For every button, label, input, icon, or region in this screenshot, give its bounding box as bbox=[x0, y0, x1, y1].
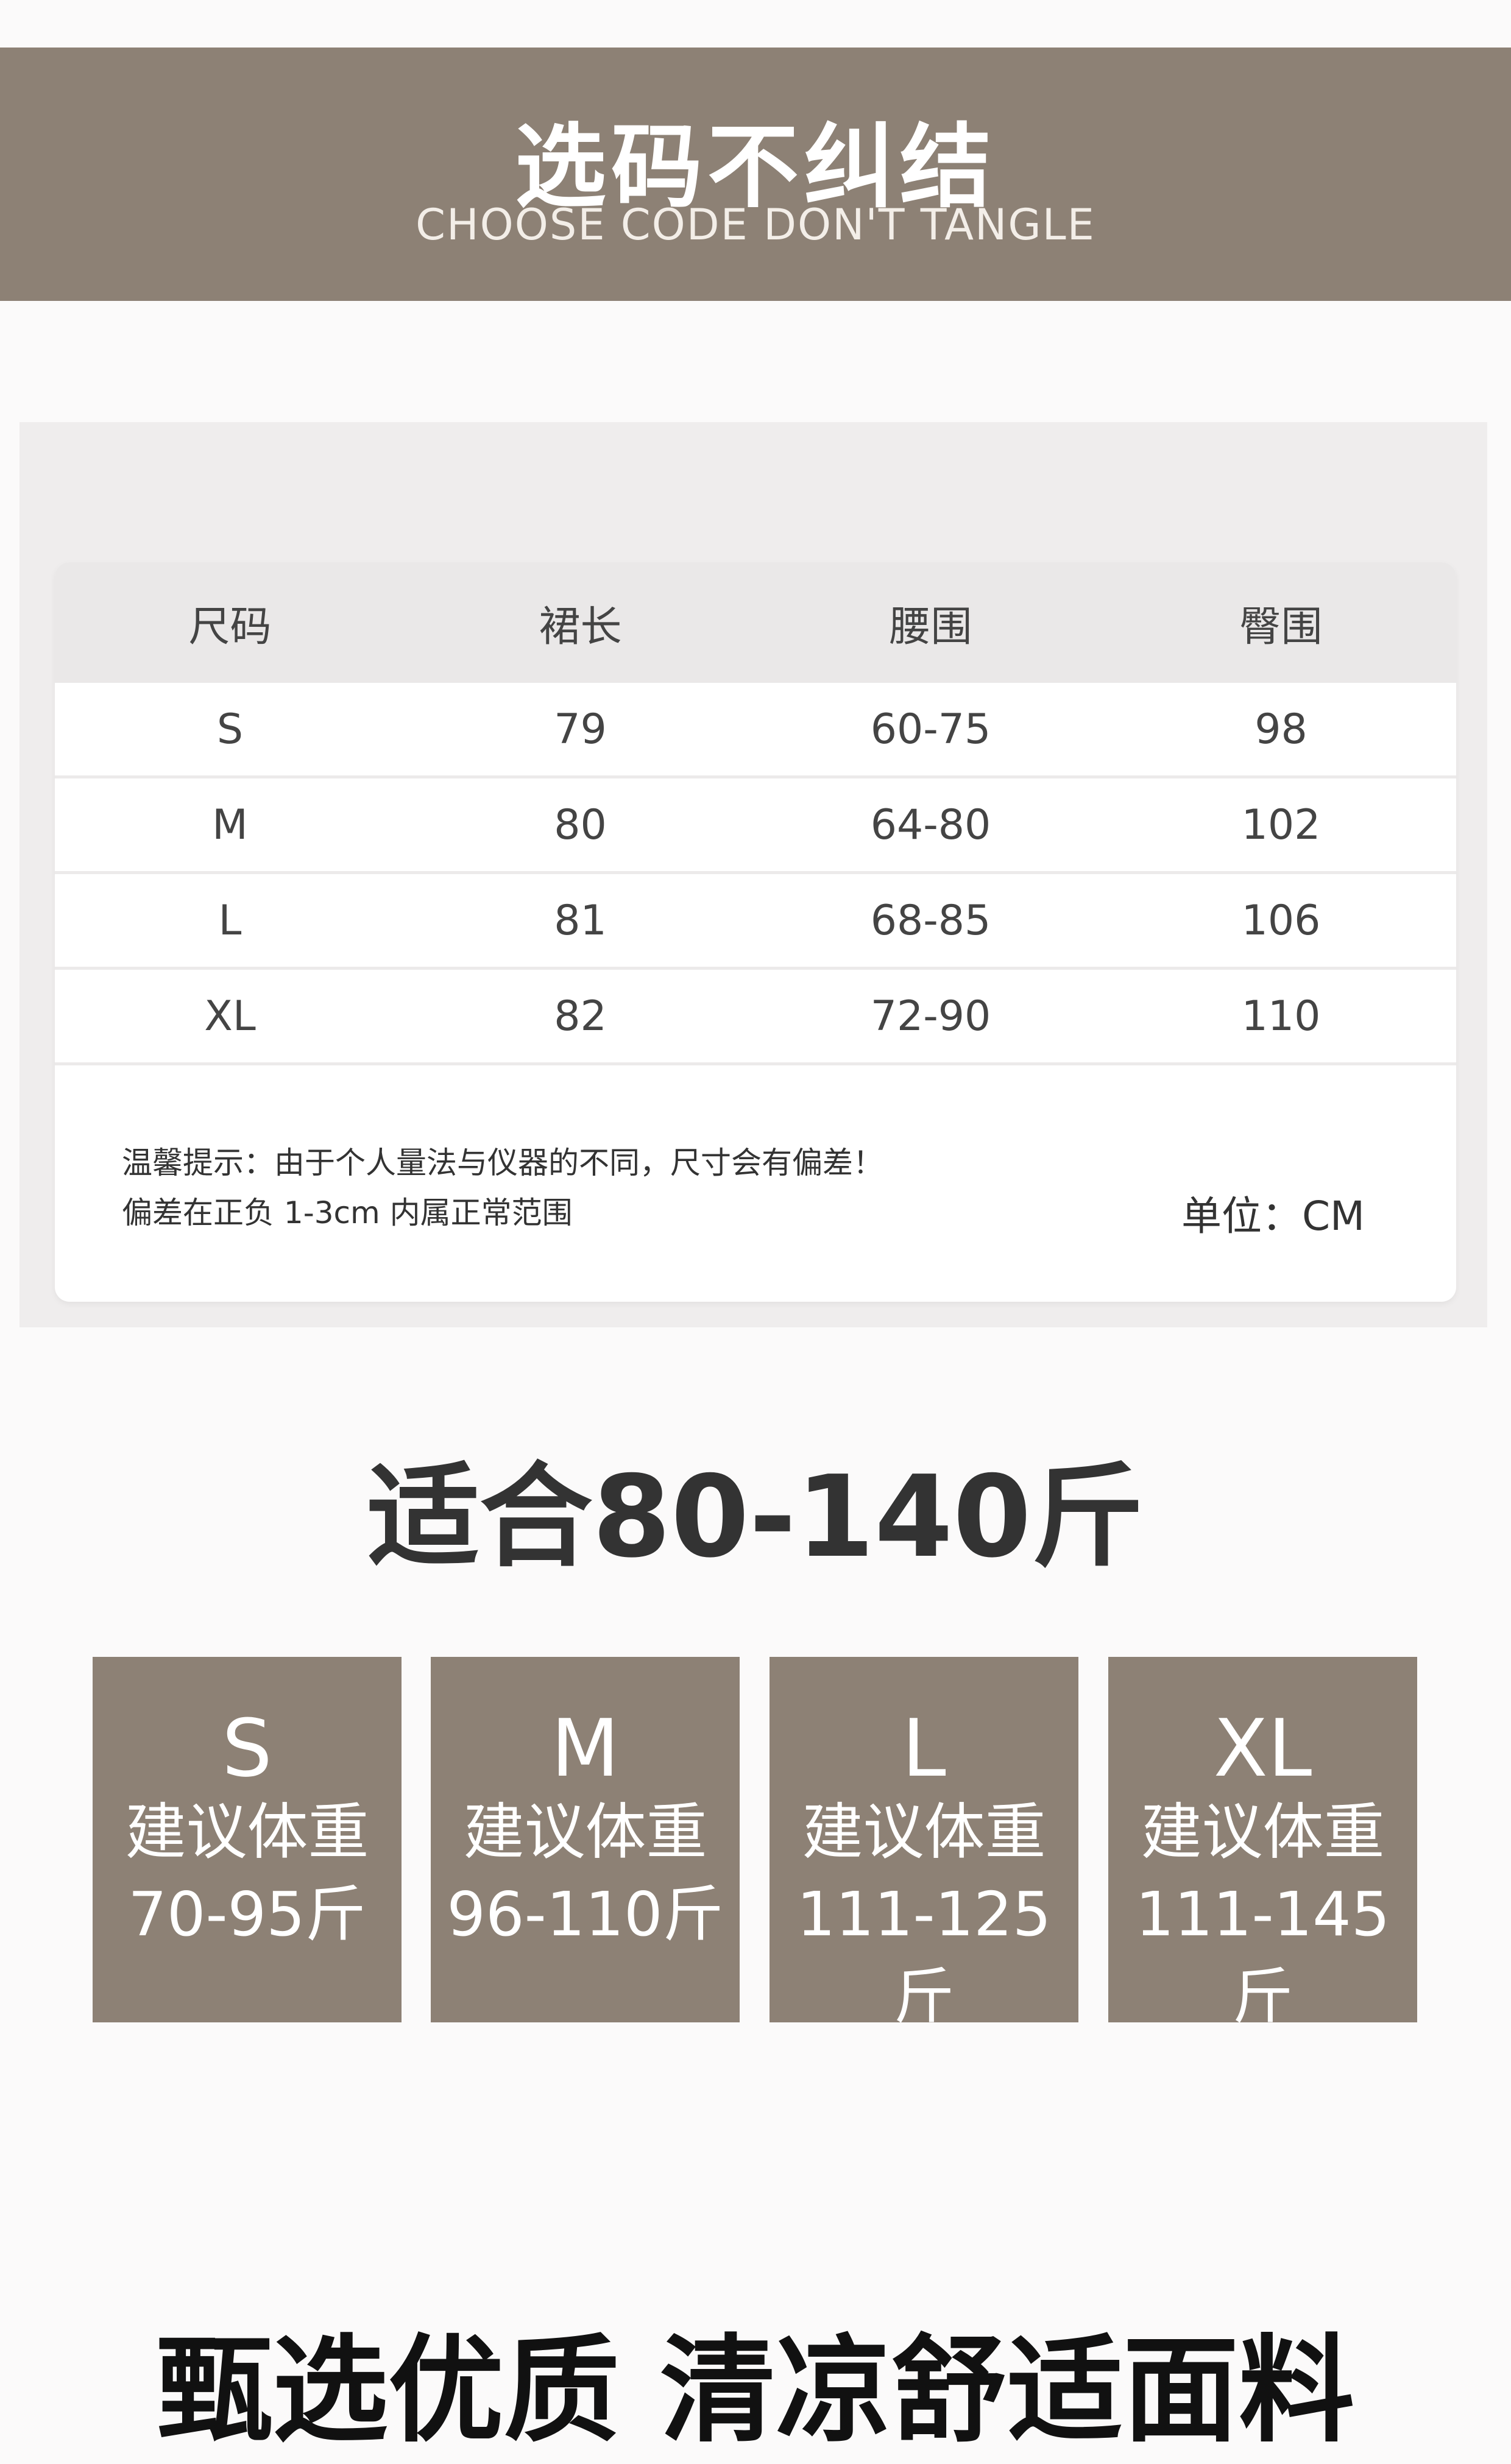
cell: 68-85 bbox=[870, 896, 991, 945]
table-row: L 81 68-85 106 bbox=[55, 874, 1456, 970]
cell: 102 bbox=[1241, 800, 1321, 849]
size-label: 建议体重 bbox=[125, 1796, 369, 1868]
size-label: 建议体重 bbox=[1141, 1796, 1385, 1868]
header-waist: 腰围 bbox=[889, 602, 972, 651]
measurement-note: 温馨提示：由于个人量法与仪器的不同，尺寸会有偏差！ 偏差在正负 1-3cm 内属… bbox=[122, 1138, 883, 1238]
cell: 81 bbox=[554, 896, 607, 945]
size-range: 111-145斤 bbox=[1135, 1879, 1390, 2032]
size-range: 96-110斤 bbox=[447, 1879, 724, 1950]
cell: 64-80 bbox=[870, 800, 991, 849]
cell: 79 bbox=[554, 705, 607, 754]
header-length: 裙长 bbox=[539, 602, 622, 651]
size-card-m: M 建议体重 96-110斤 bbox=[431, 1657, 740, 2022]
size-range: 70-95斤 bbox=[128, 1879, 366, 1950]
cell: XL bbox=[204, 992, 256, 1040]
unit-label: 单位：CM bbox=[1181, 1193, 1365, 1240]
header-size: 尺码 bbox=[188, 602, 272, 651]
cell: 110 bbox=[1241, 992, 1321, 1040]
size-card-xl: XL 建议体重 111-145斤 bbox=[1108, 1657, 1417, 2032]
cell: 72-90 bbox=[870, 992, 991, 1040]
header-hip: 臀围 bbox=[1239, 602, 1323, 651]
table-row: M 80 64-80 102 bbox=[55, 778, 1456, 874]
size-name: M bbox=[551, 1702, 620, 1795]
note-line-2: 偏差在正负 1-3cm 内属正常范围 bbox=[122, 1195, 573, 1230]
cell: S bbox=[216, 705, 244, 754]
cell: 60-75 bbox=[870, 705, 991, 754]
banner-subtitle: CHOOSE CODE DON'T TANGLE bbox=[416, 200, 1095, 250]
cell: 80 bbox=[554, 800, 607, 849]
table-row: XL 82 72-90 110 bbox=[55, 970, 1456, 1065]
table-row: S 79 60-75 98 bbox=[55, 683, 1456, 778]
cell: M bbox=[212, 800, 248, 849]
size-label: 建议体重 bbox=[802, 1796, 1046, 1868]
size-card-s: S 建议体重 70-95斤 bbox=[93, 1657, 402, 2022]
fabric-section-title: 甄选优质 清凉舒适面料 bbox=[156, 2323, 1355, 2458]
size-card-l: L 建议体重 111-125斤 bbox=[770, 1657, 1078, 2032]
note-line-1: 温馨提示：由于个人量法与仪器的不同，尺寸会有偏差！ bbox=[122, 1145, 883, 1181]
cell: 82 bbox=[554, 992, 607, 1040]
size-table: 尺码 裙长 腰围 臀围 S 79 60-75 98 M 80 64-80 102 L 81 68… bbox=[55, 562, 1456, 1302]
cell: 98 bbox=[1254, 705, 1308, 754]
size-name: XL bbox=[1213, 1702, 1312, 1795]
size-range: 111-125斤 bbox=[796, 1879, 1052, 2032]
cell: 106 bbox=[1241, 896, 1321, 945]
size-name: L bbox=[902, 1702, 946, 1795]
fit-weight-title: 适合80-140斤 bbox=[367, 1451, 1144, 1583]
header-banner: 选码不纠结 CHOOSE CODE DON'T TANGLE bbox=[0, 48, 1511, 301]
size-label: 建议体重 bbox=[463, 1796, 707, 1868]
banner-title: 选码不纠结 bbox=[514, 115, 996, 221]
size-name: S bbox=[222, 1702, 272, 1795]
cell: L bbox=[218, 896, 242, 945]
table-header: 尺码 裙长 腰围 臀围 bbox=[55, 562, 1456, 683]
